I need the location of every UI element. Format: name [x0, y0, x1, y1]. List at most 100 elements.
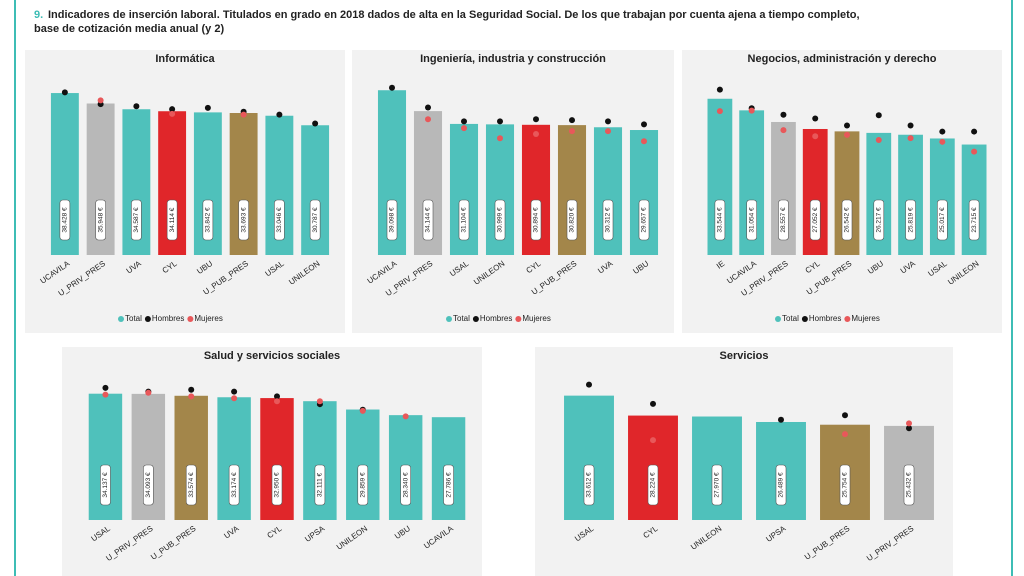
value-label: 27.052 € [812, 207, 819, 233]
dot-mujeres [650, 437, 656, 444]
value-label: 33.544 € [717, 207, 724, 233]
value-label-box [228, 464, 240, 506]
dot-hombres [716, 86, 723, 93]
dot-hombres [169, 106, 176, 113]
value-label-box [873, 199, 885, 241]
legend-marker [775, 316, 781, 322]
value-label: 28.557 € [780, 207, 787, 233]
dot-hombres [389, 84, 395, 91]
value-label-box [100, 464, 111, 506]
value-label: 39.098 € [389, 207, 396, 233]
value-label: 34.144 € [425, 207, 432, 233]
value-label: 31.104 € [461, 207, 468, 233]
header-line: base de cotización media anual (y 2) [34, 23, 224, 35]
value-label-box [271, 464, 283, 506]
value-label-box [314, 464, 326, 506]
dot-hombres [274, 393, 280, 400]
legend-label: Hombres [152, 314, 184, 323]
value-label-box [839, 464, 851, 506]
dot-hombres [641, 121, 647, 128]
value-label: 27.786 € [445, 472, 452, 498]
value-label: 32.111 € [317, 472, 324, 497]
value-label-box [494, 199, 506, 241]
legend-label: Total [453, 314, 470, 323]
dot-hombres [778, 416, 784, 423]
value-label: 33.693 € [240, 207, 247, 233]
value-label: 30.820 € [569, 207, 576, 233]
dot-hombres [133, 103, 140, 110]
legend-label: Hombres [809, 314, 841, 323]
value-label-box [647, 464, 659, 506]
legend-label: Total [125, 314, 142, 323]
value-label-box [95, 199, 106, 241]
value-label-box [583, 464, 595, 506]
dot-mujeres [359, 407, 366, 414]
legend-label: Mujeres [194, 314, 222, 323]
value-label-box [143, 464, 154, 506]
value-label: 30.999 € [497, 207, 504, 233]
dot-mujeres [169, 110, 176, 117]
value-label: 38.428 € [62, 207, 69, 233]
dot-hombres [650, 400, 656, 407]
value-label: 26.542 € [844, 207, 851, 233]
dot-hombres [906, 425, 912, 432]
value-label: 34.114 € [169, 207, 176, 232]
chart-title: Salud y servicios sociales [204, 350, 340, 362]
dot-hombres [231, 388, 238, 395]
value-label: 31.054 € [748, 207, 755, 233]
value-label: 34.093 € [145, 472, 152, 498]
dot-hombres [569, 117, 575, 124]
dot-hombres [844, 122, 850, 129]
dot-hombres [939, 128, 946, 135]
chart-title: Ingeniería, industria y construcción [420, 53, 606, 65]
legend-label: Total [782, 314, 799, 323]
dot-hombres [842, 412, 848, 419]
dot-hombres [276, 111, 283, 118]
value-label-box [778, 199, 789, 241]
value-label: 29.859 € [359, 472, 366, 498]
dot-mujeres [569, 128, 575, 135]
value-label-box [458, 199, 470, 241]
header-number: 9. [34, 9, 43, 21]
dot-mujeres [907, 135, 914, 142]
value-label-box [530, 199, 542, 241]
dot-mujeres [875, 136, 882, 143]
value-label-box [714, 199, 726, 241]
dot-mujeres [188, 393, 195, 400]
x-tick-label: IE [715, 259, 726, 271]
dot-mujeres [641, 138, 647, 145]
dot-mujeres [716, 108, 723, 115]
dot-hombres [102, 384, 109, 391]
dot-hombres [875, 112, 882, 119]
legend-label: Mujeres [522, 314, 550, 323]
dot-hombres [586, 381, 592, 388]
value-label: 25.017 € [939, 207, 946, 233]
dot-mujeres [842, 431, 848, 438]
value-label-box [746, 199, 757, 241]
legend-marker [144, 316, 151, 322]
dot-mujeres [844, 131, 850, 138]
dot-hombres [533, 116, 539, 123]
value-label-box [638, 199, 650, 241]
value-label: 30.312 € [605, 207, 612, 233]
value-label: 33.842 € [205, 207, 212, 233]
value-label-box [775, 464, 787, 506]
value-label: 35.948 € [97, 207, 104, 233]
value-label-box [238, 199, 249, 241]
dot-hombres [907, 122, 914, 129]
value-label: 25.819 € [907, 207, 914, 233]
value-label-box [566, 199, 578, 241]
value-label-box [968, 199, 980, 241]
dot-mujeres [971, 148, 978, 155]
legend-marker [187, 316, 194, 322]
value-label-box [602, 199, 614, 241]
value-label-box [309, 199, 321, 241]
chart-title: Informática [155, 53, 215, 65]
value-label-box [274, 199, 285, 241]
value-label-box [937, 199, 948, 241]
dot-mujeres [939, 138, 946, 145]
value-label: 32.950 € [274, 472, 281, 498]
header-line: Indicadores de inserción laboral. Titula… [48, 9, 860, 21]
value-label-box [903, 464, 915, 506]
